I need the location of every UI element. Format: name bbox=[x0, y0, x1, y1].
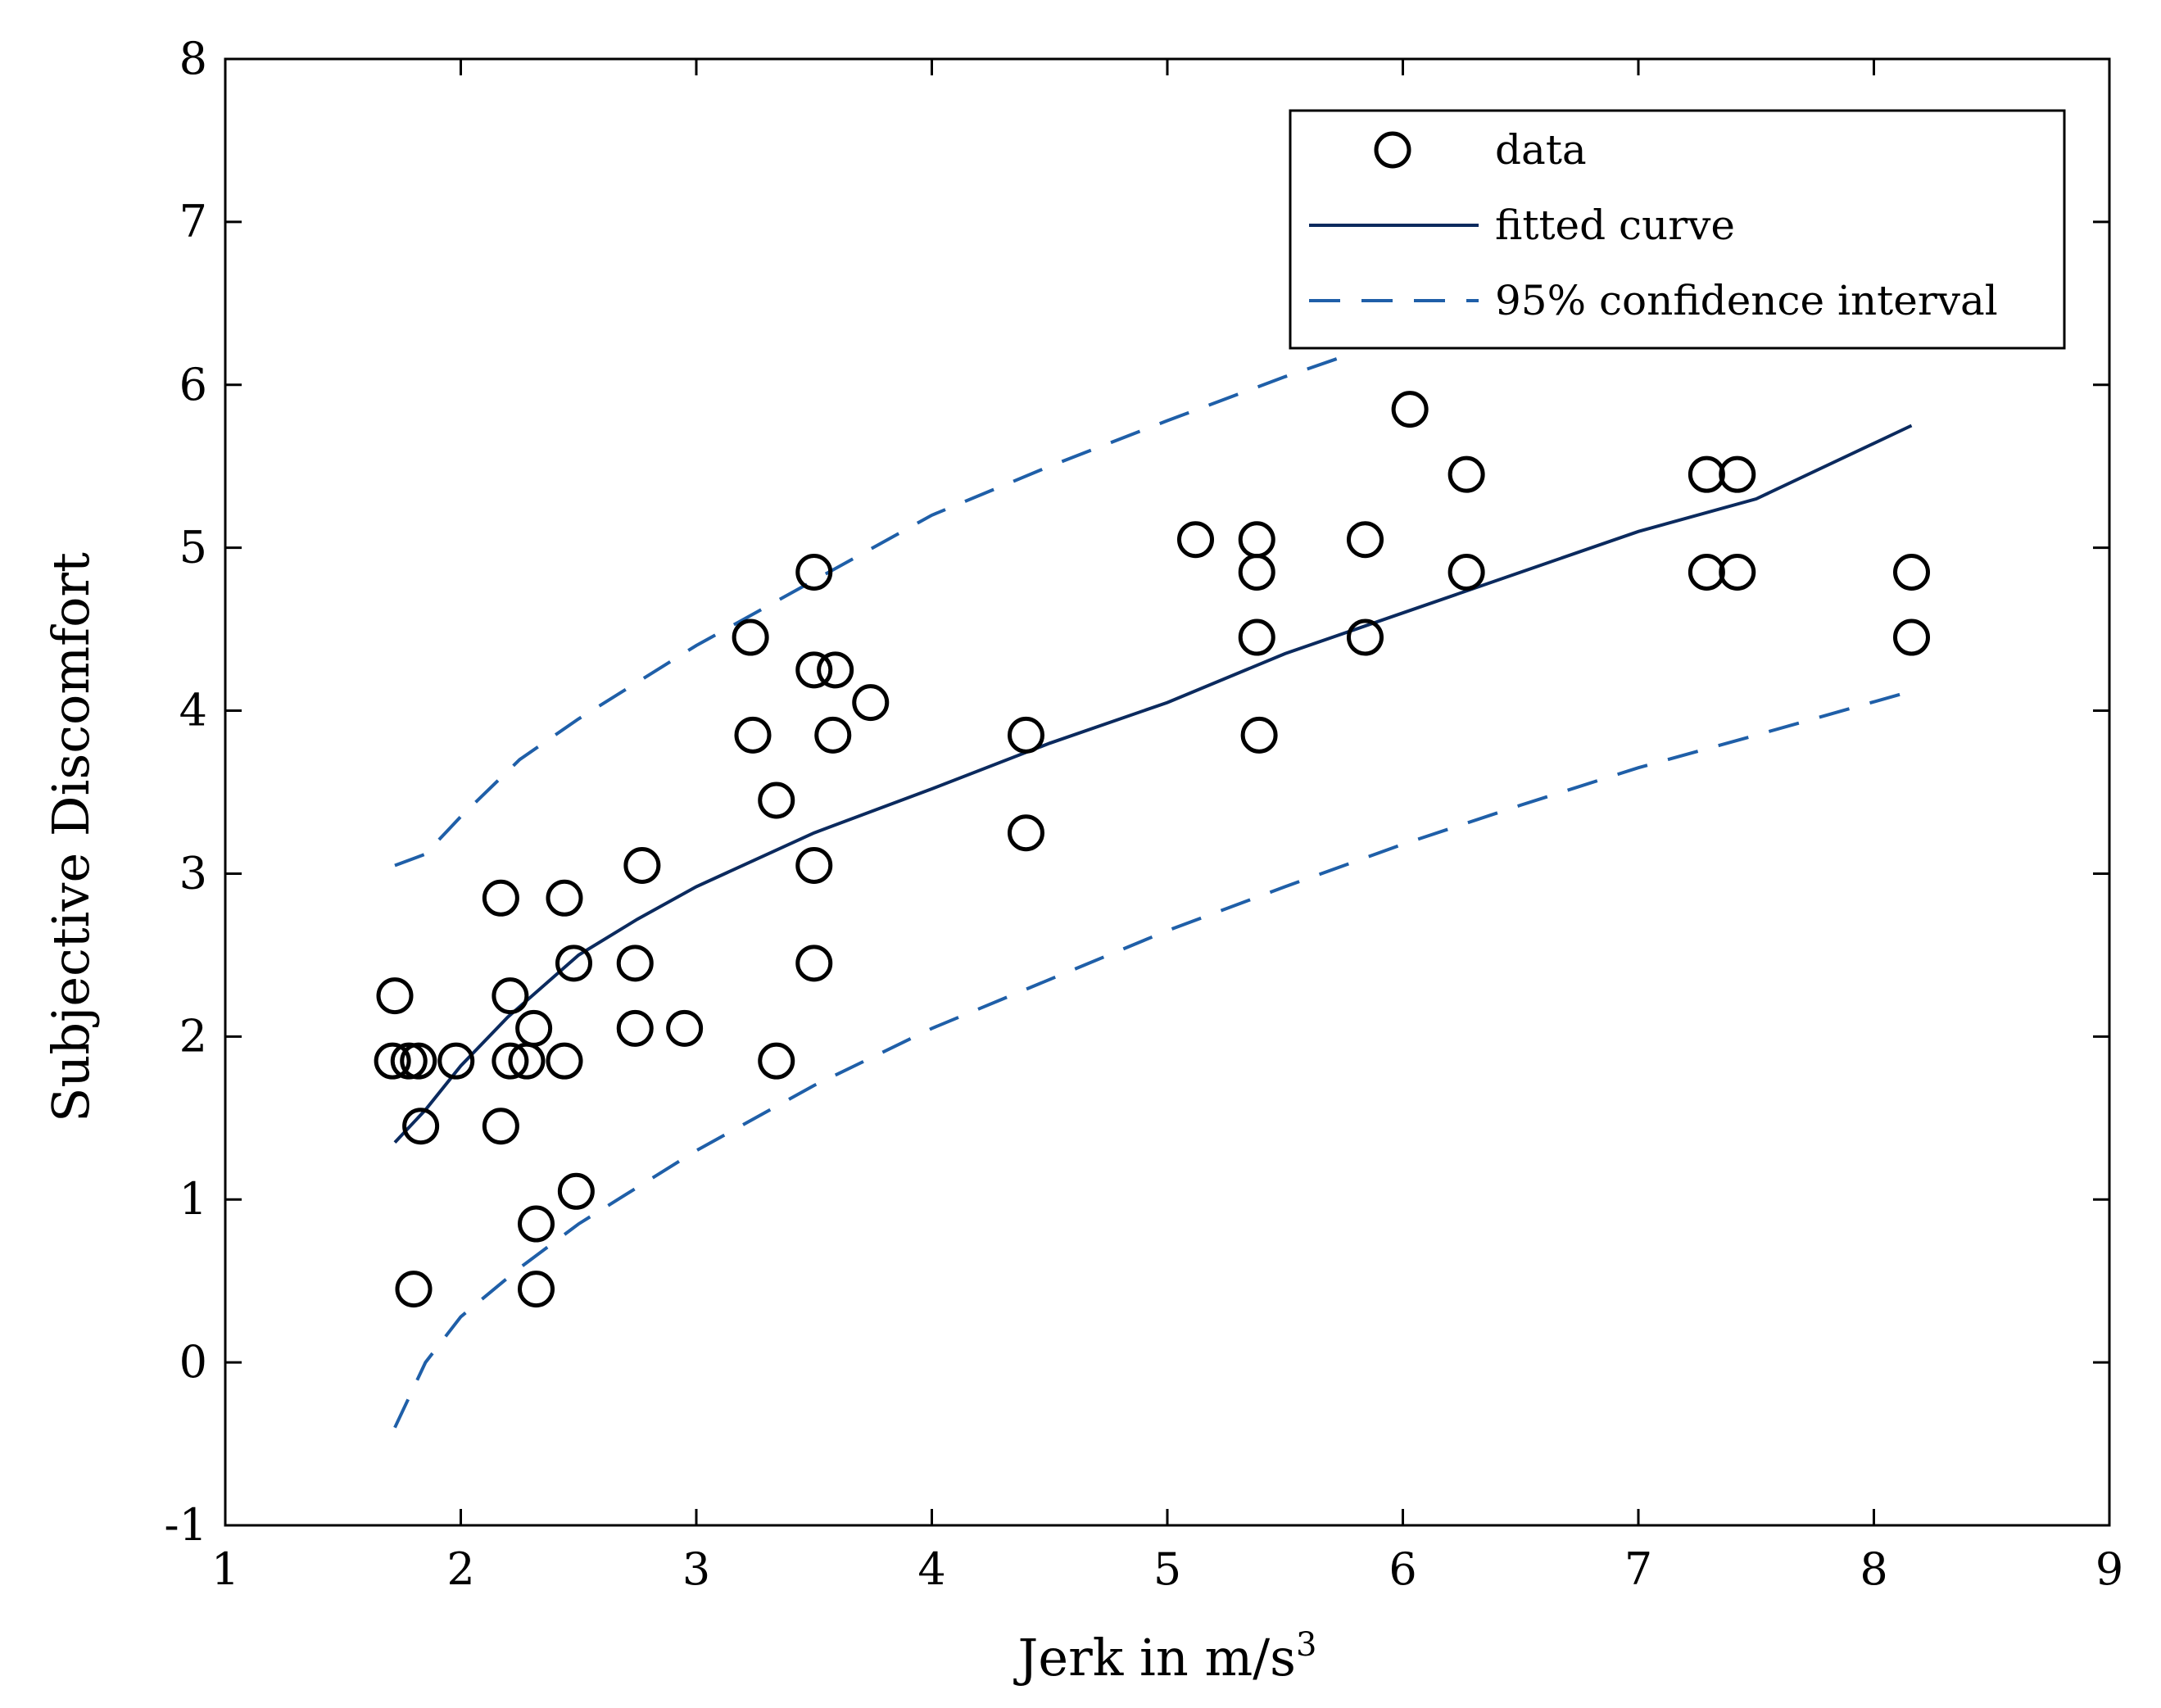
data-point bbox=[1008, 716, 1044, 754]
data-point bbox=[390, 1042, 428, 1080]
y-tick-label: 7 bbox=[179, 196, 207, 247]
y-tick-label: 1 bbox=[179, 1173, 207, 1225]
y-tick-labels: -1 0 1 2 3 4 5 6 7 8 bbox=[164, 33, 207, 1551]
data-point bbox=[482, 879, 519, 917]
data-point bbox=[1447, 554, 1485, 591]
data-point bbox=[557, 1172, 595, 1210]
data-point bbox=[400, 1042, 437, 1080]
data-point bbox=[1893, 554, 1930, 591]
data-point bbox=[1240, 716, 1278, 754]
data-point bbox=[1893, 618, 1930, 656]
data-point bbox=[518, 1271, 555, 1308]
legend-box bbox=[1289, 109, 2066, 350]
data-point bbox=[1447, 455, 1485, 493]
fitted-curve-line bbox=[393, 424, 1913, 1144]
data-point bbox=[795, 847, 833, 884]
legend: data fitted curve 95% confidence interva… bbox=[1289, 109, 2066, 350]
y-tick-label: 4 bbox=[179, 685, 207, 736]
legend-label-ci: 95% confidence interval bbox=[1495, 277, 1998, 324]
data-point bbox=[616, 945, 654, 982]
legend-data-marker bbox=[1374, 131, 1411, 169]
x-tick-label: 8 bbox=[1860, 1543, 1887, 1595]
x-axis-title-superscript: 3 bbox=[1296, 1626, 1316, 1664]
data-point bbox=[817, 651, 854, 689]
x-tick-label: 9 bbox=[2095, 1543, 2123, 1595]
data-point bbox=[1238, 554, 1275, 591]
data-point bbox=[546, 879, 583, 917]
data-point bbox=[482, 1108, 519, 1145]
data-point bbox=[1008, 814, 1044, 852]
data-point bbox=[1238, 521, 1275, 559]
x-tick-label: 3 bbox=[682, 1543, 710, 1595]
data-point bbox=[1719, 554, 1756, 591]
y-tick-label: 2 bbox=[179, 1010, 207, 1062]
data-point bbox=[795, 945, 833, 982]
data-point bbox=[1347, 521, 1384, 559]
data-point bbox=[437, 1042, 475, 1080]
x-tick-label: 4 bbox=[917, 1543, 945, 1595]
data-point bbox=[795, 651, 833, 689]
data-point bbox=[795, 554, 833, 591]
data-point bbox=[852, 684, 890, 722]
data-point bbox=[374, 1042, 411, 1080]
x-tick-label: 6 bbox=[1389, 1543, 1416, 1595]
data-point bbox=[492, 977, 529, 1015]
data-point bbox=[1719, 455, 1756, 493]
x-tick-label: 7 bbox=[1624, 1543, 1652, 1595]
legend-label-fit: fitted curve bbox=[1495, 202, 1735, 249]
data-point bbox=[616, 1009, 654, 1047]
data-point bbox=[1177, 521, 1214, 559]
x-axis-title-text: Jerk in m/s bbox=[1013, 1628, 1296, 1688]
confidence-interval-line bbox=[394, 351, 1357, 868]
data-point bbox=[515, 1009, 553, 1047]
data-markers bbox=[374, 391, 1930, 1308]
y-axis-title: Subjective Discomfort bbox=[41, 552, 101, 1122]
y-tick-label: 6 bbox=[179, 359, 207, 410]
data-point bbox=[518, 1205, 555, 1243]
y-tick-label: 0 bbox=[179, 1336, 207, 1388]
y-tick-label: -1 bbox=[164, 1499, 207, 1551]
confidence-interval-line bbox=[393, 689, 1913, 1429]
data-point bbox=[623, 847, 661, 884]
data-point bbox=[376, 977, 414, 1015]
data-point bbox=[1688, 554, 1725, 591]
y-tick-label: 8 bbox=[179, 33, 207, 84]
x-tick-label: 5 bbox=[1153, 1543, 1181, 1595]
x-axis-title: Jerk in m/s3 bbox=[1013, 1626, 1317, 1688]
data-point bbox=[555, 945, 592, 982]
data-point bbox=[758, 782, 795, 819]
data-point bbox=[402, 1108, 440, 1145]
data-point bbox=[814, 716, 852, 754]
data-point bbox=[758, 1042, 795, 1080]
x-tick-label: 2 bbox=[446, 1543, 474, 1595]
x-tick-labels: 1 2 3 4 5 6 7 8 9 bbox=[211, 1543, 2123, 1595]
series-lines bbox=[393, 351, 1913, 1429]
data-point bbox=[395, 1271, 433, 1308]
axis-ticks bbox=[224, 57, 2111, 1527]
legend-label-data: data bbox=[1495, 126, 1587, 174]
y-tick-label: 3 bbox=[179, 847, 207, 899]
data-point bbox=[734, 716, 772, 754]
data-point bbox=[666, 1009, 704, 1047]
data-point bbox=[1391, 391, 1429, 428]
data-point bbox=[1238, 618, 1275, 656]
data-point bbox=[732, 618, 769, 656]
data-point bbox=[546, 1042, 583, 1080]
y-tick-label: 5 bbox=[179, 522, 207, 573]
x-tick-label: 1 bbox=[211, 1543, 239, 1595]
data-point bbox=[1347, 618, 1384, 656]
data-point bbox=[492, 1042, 529, 1080]
data-point bbox=[1688, 455, 1725, 493]
